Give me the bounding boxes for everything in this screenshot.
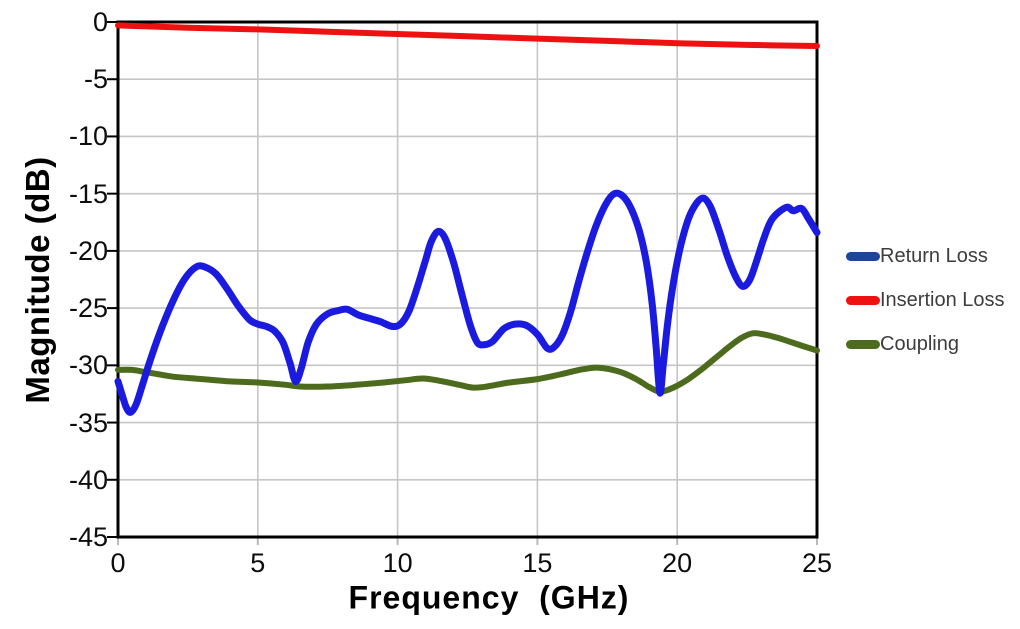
legend-label: Coupling [880,332,959,355]
x-tick-label: 15 [522,548,553,578]
y-tick-label: -15 [68,178,108,209]
y-tick-label: -35 [68,407,108,438]
plot-border [116,20,819,539]
y-tick-label: -20 [68,235,108,266]
series-coupling [115,330,820,395]
y-tick-label: -30 [68,350,108,381]
x-tick-label: 20 [662,548,693,578]
legend-item-insertion-loss: Insertion Loss [846,288,1005,312]
legend-item-coupling: Coupling [846,332,959,356]
legend-label: Insertion Loss [880,288,1005,311]
y-tick-label: 0 [92,7,108,37]
x-tick-label: 0 [110,548,126,578]
y-tick-label: -5 [83,64,108,95]
series-insertion-loss [115,22,820,49]
series-return-loss [114,189,821,416]
legend-marker-return-loss [846,251,880,261]
x-tick-label: 5 [250,548,266,578]
x-axis-title: Frequency (GHz) [348,579,630,616]
legend-item-return-loss: Return Loss [846,244,988,268]
x-tick-label: 25 [801,548,833,578]
y-tick-label: -25 [68,293,108,324]
y-tick-label: -45 [68,522,108,552]
y-tick-label: -10 [68,121,108,152]
legend-label: Return Loss [880,244,988,267]
legend-marker-insertion-loss [846,295,880,305]
x-tick-label: 10 [382,548,413,578]
y-tick-label: -40 [68,464,108,495]
legend-marker-coupling [846,339,880,349]
